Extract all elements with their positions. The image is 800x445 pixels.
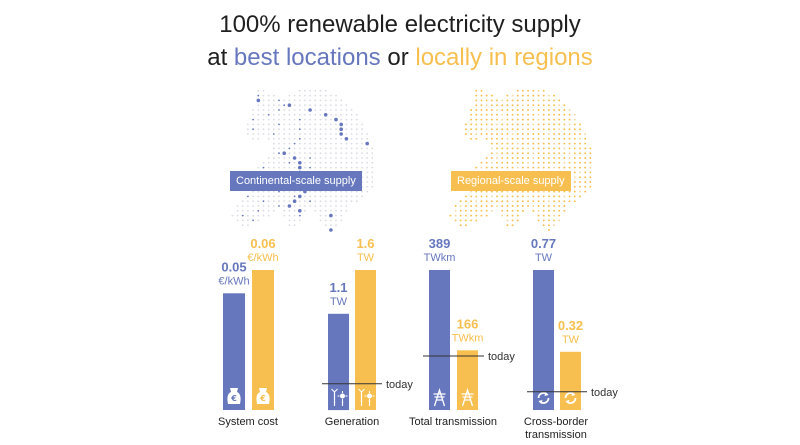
regional-supply-badge: Regional-scale supply (451, 171, 571, 191)
bar-group-0: 0.05€/kWh€0.06€/kWh€System cost (218, 236, 279, 428)
subtitle-mid: or (380, 44, 416, 71)
bar-continental-3 (533, 270, 554, 410)
category-label-3: Cross-border (524, 416, 589, 428)
money-bag-euro-icon: € (256, 388, 270, 404)
cycle-arrows-icon (564, 392, 577, 404)
category-label-0: System cost (218, 416, 278, 428)
bar-continental-1 (328, 313, 349, 411)
unit-label-regional-2: TWkm (452, 332, 484, 344)
subtitle-locally-in-regions: locally in regions (415, 44, 593, 71)
unit-label-regional-0: €/kWh (247, 252, 278, 264)
cycle-arrows-icon (537, 392, 550, 404)
unit-label-regional-3: TW (562, 334, 580, 346)
bar-group-3: 0.77TW0.32TWtodayCross-bordertransmissio… (524, 236, 619, 441)
unit-label-continental-3: TW (535, 252, 553, 264)
unit-label-regional-1: TW (357, 252, 375, 264)
value-label-regional-3: 0.32 (558, 318, 583, 333)
unit-label-continental-2: TWkm (424, 252, 456, 264)
category-label-1: Generation (325, 416, 379, 428)
bar-regional-1 (355, 270, 376, 410)
bar-regional-0 (252, 270, 274, 410)
value-label-regional-2: 166 (457, 316, 479, 331)
svg-text:€: € (259, 394, 266, 403)
regional-europe-map (449, 89, 592, 231)
value-label-continental-0: 0.05 (221, 259, 246, 274)
bar-regional-2 (457, 350, 478, 410)
subtitle-prefix: at (207, 44, 234, 71)
bar-regional-3 (560, 351, 581, 410)
money-bag-euro-icon: € (227, 388, 241, 404)
page-subtitle: at best locations or locally in regions (0, 43, 800, 73)
category-label-2: Total transmission (409, 416, 497, 428)
wind-solar-icon (358, 388, 375, 406)
category-label-line2-3: transmission (525, 429, 587, 441)
continental-supply-badge: Continental-scale supply (230, 171, 362, 191)
value-label-regional-1: 1.6 (356, 236, 374, 251)
transmission-tower-icon (461, 387, 474, 407)
subtitle-best-locations: best locations (233, 44, 381, 71)
today-label-3: today (591, 387, 618, 399)
wind-solar-icon (331, 388, 348, 406)
svg-text:€: € (230, 394, 237, 403)
page-title: 100% renewable electricity supply (219, 11, 581, 38)
today-label-2: today (488, 351, 515, 363)
value-label-continental-3: 0.77 (531, 236, 556, 251)
bar-continental-2 (429, 270, 450, 410)
bar-continental-0 (223, 293, 245, 410)
transmission-tower-icon (433, 387, 446, 407)
unit-label-continental-0: €/kWh (218, 275, 249, 287)
value-label-continental-1: 1.1 (329, 280, 347, 295)
today-label-1: today (386, 379, 413, 391)
unit-label-continental-1: TW (330, 296, 348, 308)
value-label-regional-0: 0.06 (250, 236, 275, 251)
value-label-continental-2: 389 (429, 236, 451, 251)
